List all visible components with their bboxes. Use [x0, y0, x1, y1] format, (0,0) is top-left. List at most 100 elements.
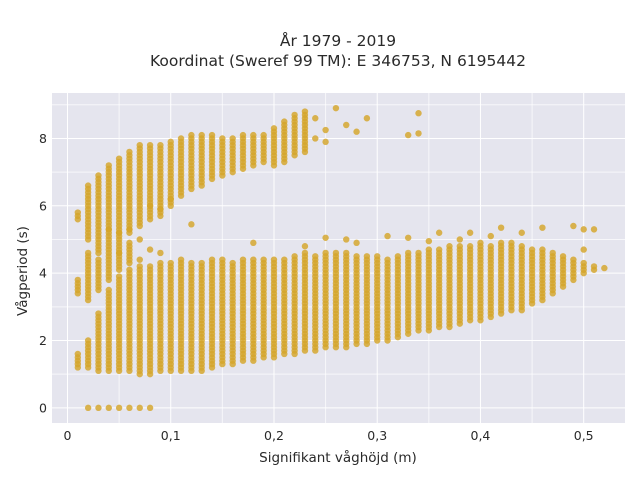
data-point [425, 246, 433, 253]
data-point [456, 243, 464, 250]
data-point [415, 130, 422, 137]
data-point [105, 226, 112, 233]
data-point [105, 286, 112, 294]
data-point [136, 404, 143, 412]
data-point [136, 256, 143, 263]
data-point [497, 239, 505, 247]
data-point [250, 131, 257, 139]
data-point [239, 131, 247, 139]
data-point [353, 253, 360, 260]
data-point [415, 110, 422, 117]
data-point [84, 249, 92, 257]
data-point [105, 404, 112, 412]
data-point [281, 118, 288, 125]
data-point [126, 404, 133, 412]
data-point [580, 259, 587, 267]
data-point [198, 131, 205, 139]
data-point [291, 111, 298, 119]
data-point [425, 237, 433, 245]
x-axis-ticks: 0 0,1 0,2 0,3 0,4 0,5 [64, 428, 594, 443]
data-point [559, 253, 567, 260]
x-tick-label: 0,5 [574, 428, 594, 443]
data-point [435, 246, 443, 253]
data-point [518, 243, 525, 250]
data-point [353, 239, 360, 247]
x-tick-label: 0,3 [367, 428, 387, 443]
data-point [250, 239, 257, 247]
x-tick-label: 0,4 [471, 428, 491, 443]
data-point [394, 253, 402, 260]
data-point [250, 256, 257, 263]
data-point [570, 256, 577, 263]
data-point [343, 249, 350, 257]
x-tick-label: 0,2 [264, 428, 284, 443]
chart-title-line-1: År 1979 - 2019 [280, 31, 396, 50]
data-point [126, 239, 133, 247]
data-point [518, 229, 525, 236]
data-point [322, 138, 329, 146]
data-point [260, 131, 267, 139]
data-point [84, 182, 92, 189]
data-point [146, 141, 154, 149]
data-point [115, 229, 123, 236]
data-point [301, 243, 309, 250]
data-point [497, 224, 505, 231]
data-point [239, 256, 247, 263]
data-point [270, 256, 278, 263]
y-axis-label: Vågperiod (s) [14, 226, 31, 316]
data-point [404, 131, 412, 139]
data-point [363, 253, 371, 260]
data-point [312, 135, 319, 142]
data-point [219, 256, 226, 263]
data-point [312, 115, 319, 122]
data-point [384, 256, 391, 263]
data-point [590, 226, 598, 233]
data-point [95, 310, 102, 317]
y-tick-label: 0 [39, 400, 47, 415]
data-point [136, 236, 143, 243]
y-tick-label: 2 [39, 333, 47, 348]
data-point [136, 263, 143, 270]
data-point [177, 256, 185, 263]
data-point [343, 121, 350, 129]
data-point [74, 350, 82, 358]
data-point [157, 249, 164, 257]
data-point [188, 259, 195, 267]
data-point [84, 337, 92, 344]
data-point [198, 259, 205, 267]
data-point [146, 404, 154, 412]
data-point [466, 229, 474, 236]
data-point [74, 276, 82, 284]
data-point [208, 256, 216, 263]
data-point [126, 266, 133, 273]
data-point [312, 253, 319, 260]
data-point [539, 224, 546, 231]
data-point [590, 263, 598, 270]
data-point [115, 155, 123, 162]
data-point [229, 135, 236, 142]
data-point [528, 246, 536, 253]
data-point [126, 226, 133, 233]
data-point [508, 239, 515, 247]
data-point [260, 256, 267, 263]
data-point [301, 108, 309, 115]
data-point [177, 135, 185, 142]
data-point [167, 259, 174, 267]
data-point [549, 249, 556, 257]
data-point [580, 226, 587, 233]
x-tick-label: 0 [64, 428, 72, 443]
data-point [322, 126, 329, 134]
data-point [229, 259, 236, 267]
data-point [188, 131, 195, 139]
data-point [157, 259, 164, 267]
data-point [157, 205, 164, 213]
data-point [291, 253, 298, 260]
data-point [363, 115, 371, 122]
y-axis-ticks: 0 2 4 6 8 [39, 131, 47, 415]
data-point [404, 234, 412, 241]
data-point [384, 232, 391, 240]
data-point [446, 243, 453, 250]
data-point [601, 264, 608, 272]
data-point [435, 229, 443, 236]
